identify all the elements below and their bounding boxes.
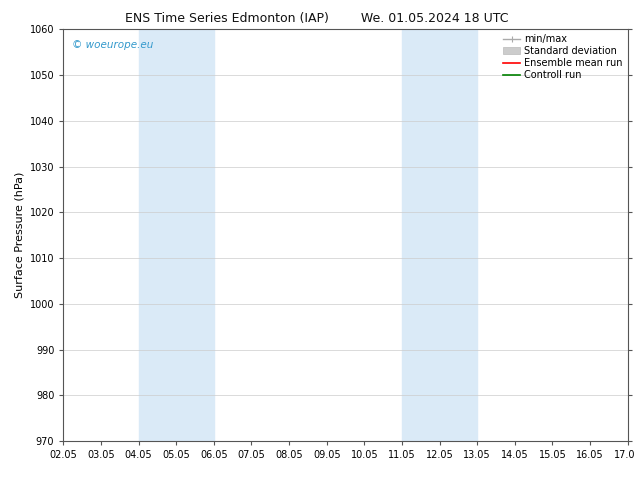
- Text: ENS Time Series Edmonton (IAP)        We. 01.05.2024 18 UTC: ENS Time Series Edmonton (IAP) We. 01.05…: [126, 12, 508, 25]
- Text: © woeurope.eu: © woeurope.eu: [72, 40, 153, 49]
- Y-axis label: Surface Pressure (hPa): Surface Pressure (hPa): [14, 172, 24, 298]
- Bar: [139, 29, 214, 441]
- Bar: [402, 29, 477, 441]
- Legend: min/max, Standard deviation, Ensemble mean run, Controll run: min/max, Standard deviation, Ensemble me…: [501, 32, 624, 82]
